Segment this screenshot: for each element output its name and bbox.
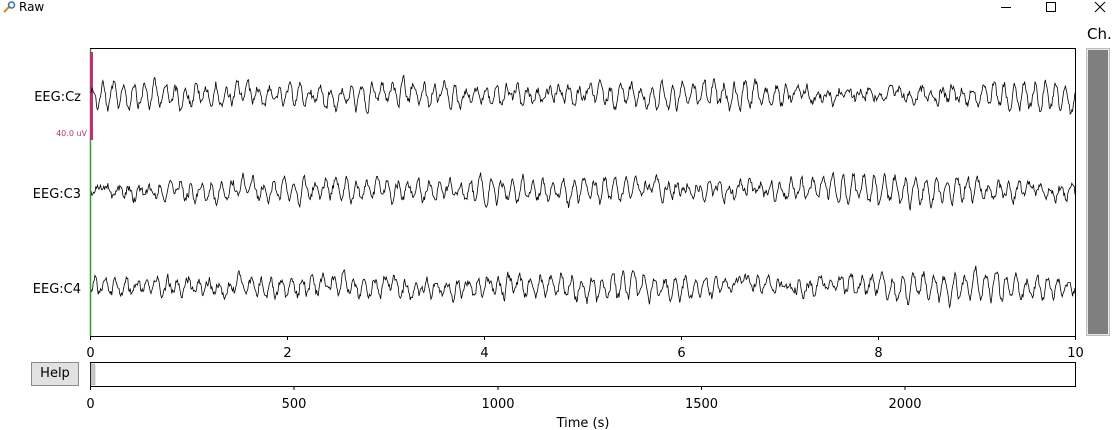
- window-title: Raw: [19, 0, 45, 14]
- main-axes-frame: [90, 48, 1076, 337]
- time-tick-label: 6: [677, 346, 685, 361]
- close-icon: [1094, 1, 1106, 13]
- eeg-trace-cz: [90, 74, 1076, 116]
- time-tick-label: 4: [480, 346, 488, 361]
- time-tick-label: 2: [283, 346, 291, 361]
- channel-scrollbar[interactable]: [1086, 48, 1110, 336]
- minimize-button[interactable]: [992, 0, 1020, 15]
- overview-tick-label: 1500: [685, 397, 718, 412]
- time-overview-bar[interactable]: [90, 362, 1076, 387]
- maximize-button[interactable]: [1037, 0, 1065, 15]
- time-tick-label: 10: [1067, 346, 1084, 361]
- maximize-icon: [1046, 2, 1056, 12]
- channel-label-cz[interactable]: EEG:Cz: [34, 90, 81, 105]
- channel-label-c4[interactable]: EEG:C4: [33, 282, 81, 297]
- overview-tick-label: 0: [86, 397, 94, 412]
- eeg-trace-c4: [90, 265, 1076, 309]
- time-tick-label: 0: [86, 346, 94, 361]
- overview-xlabel: Time (s): [556, 416, 610, 430]
- channel-label-c3[interactable]: EEG:C3: [33, 187, 81, 202]
- channel-scroll-label: Ch.: [1087, 25, 1112, 43]
- time-tick-label: 8: [874, 346, 882, 361]
- app-icon: [3, 1, 16, 13]
- help-button[interactable]: Help: [31, 362, 79, 386]
- minimize-icon: [1001, 7, 1011, 8]
- time-axis: 0 2 4 6 8 10: [86, 336, 1084, 361]
- view-window-indicator[interactable]: [90, 363, 96, 386]
- overview-axis: 0 500 1000 1500 2000: [86, 386, 922, 412]
- overview-tick-label: 500: [282, 397, 307, 412]
- channel-scrollbar-thumb[interactable]: [1088, 50, 1108, 334]
- overview-tick-label: 2000: [888, 397, 921, 412]
- overview-tick-label: 1000: [481, 397, 514, 412]
- close-button[interactable]: [1086, 0, 1114, 15]
- window-titlebar: Raw: [0, 0, 1118, 16]
- eeg-trace-c3: [90, 171, 1076, 211]
- scale-bar-label: 40.0 uV: [56, 129, 87, 138]
